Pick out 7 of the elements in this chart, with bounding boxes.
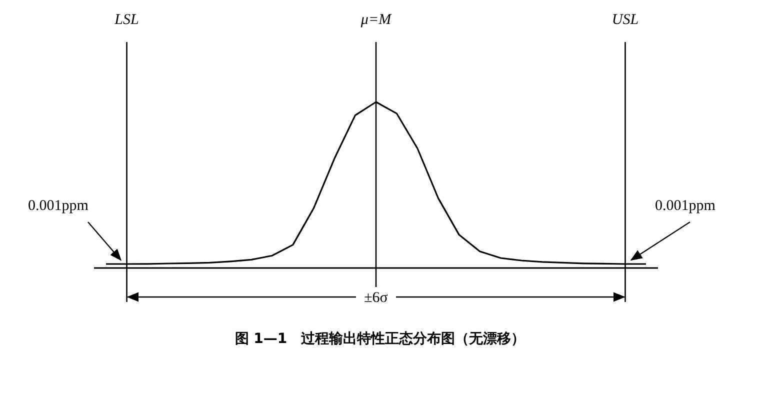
caption: 图 1—1 过程输出特性正态分布图（无漂移） (234, 331, 526, 347)
x-tick-label: LSL (114, 12, 139, 28)
x-tick-label: USL (612, 12, 639, 28)
text: ±6σ (364, 290, 388, 306)
x-tick-label: μ=M (360, 12, 393, 28)
annotation: 0.001ppm (28, 198, 89, 214)
annotation: 0.001ppm (655, 198, 716, 214)
